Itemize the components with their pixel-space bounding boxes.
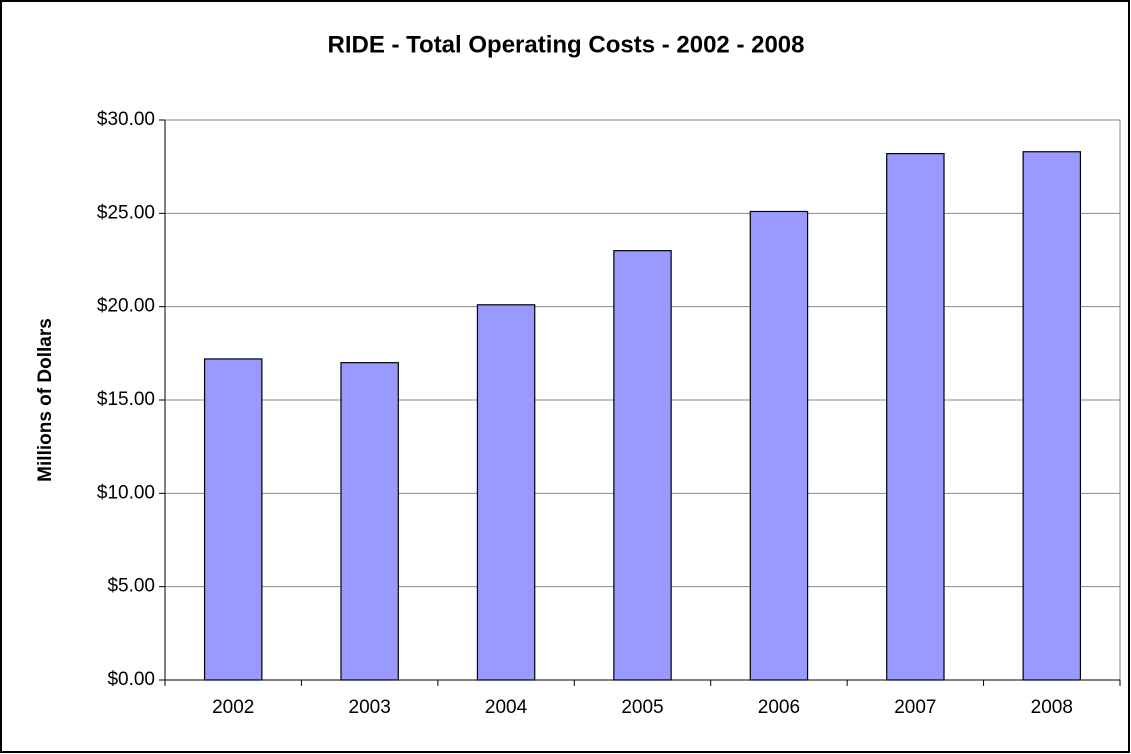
x-tick-label: 2006 xyxy=(758,697,800,718)
bar xyxy=(613,250,672,681)
y-tick-label: $10.00 xyxy=(97,482,155,503)
y-tick-label: $30.00 xyxy=(97,109,155,130)
y-tick-label: $25.00 xyxy=(97,202,155,223)
chart-title: RIDE - Total Operating Costs - 2002 - 20… xyxy=(327,31,804,58)
y-axis-label: Millions of Dollars xyxy=(35,318,56,482)
y-tick-label: $0.00 xyxy=(107,669,155,690)
bar xyxy=(1022,151,1082,681)
x-tick-label: 2005 xyxy=(621,697,663,718)
bar xyxy=(749,210,809,681)
x-tick-label: 2007 xyxy=(894,697,936,718)
x-tick-label: 2008 xyxy=(1031,697,1073,718)
x-tick-label: 2002 xyxy=(212,697,254,718)
y-tick-label: $15.00 xyxy=(97,389,155,410)
bar xyxy=(203,358,263,681)
y-tick-label: $5.00 xyxy=(107,576,155,597)
y-tick-label: $20.00 xyxy=(97,296,155,317)
bar xyxy=(886,153,945,681)
bar xyxy=(476,304,536,681)
x-tick-label: 2003 xyxy=(349,697,391,718)
x-tick-label: 2004 xyxy=(485,697,528,718)
bar xyxy=(340,362,399,681)
